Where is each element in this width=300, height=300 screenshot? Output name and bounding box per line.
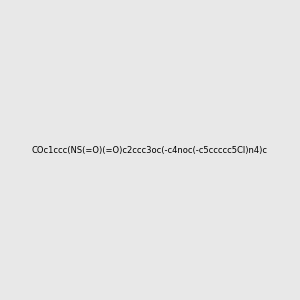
Text: COc1ccc(NS(=O)(=O)c2ccc3oc(-c4noc(-c5ccccc5Cl)n4)c: COc1ccc(NS(=O)(=O)c2ccc3oc(-c4noc(-c5ccc… [32, 146, 268, 154]
